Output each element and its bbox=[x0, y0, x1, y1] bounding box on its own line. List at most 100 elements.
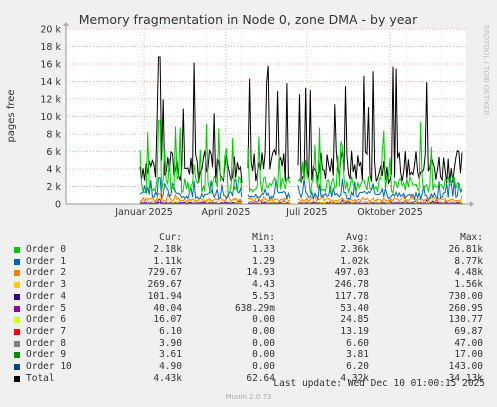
legend-value-avg: 497.03 bbox=[334, 267, 369, 279]
legend-value-cur: 4.43k bbox=[153, 372, 182, 384]
legend-series-name: Order 2 bbox=[26, 267, 67, 279]
series-line-order-3 bbox=[297, 197, 463, 204]
legend-value-avg: 6.20 bbox=[346, 361, 369, 372]
legend-swatch bbox=[14, 375, 20, 382]
legend-row: Order 9 3.61 0.00 3.81 17.00 bbox=[0, 349, 497, 361]
legend-value-min: 0.00 bbox=[252, 349, 275, 361]
x-tick-label: Juli 2025 bbox=[285, 207, 327, 218]
legend-value-max: 130.77 bbox=[448, 314, 483, 326]
last-update: Last update: Wed Dec 10 01:00:15 2025 bbox=[273, 378, 485, 389]
legend-series-name: Order 8 bbox=[26, 337, 67, 349]
series-line-order-0 bbox=[139, 120, 243, 195]
legend-row: Order 4 101.94 5.53 117.78 730.00 bbox=[0, 291, 497, 303]
legend-value-min: 0.00 bbox=[252, 361, 275, 372]
legend-value-max: 143.00 bbox=[448, 361, 483, 372]
grid bbox=[66, 28, 466, 205]
legend-value-avg: 2.36k bbox=[340, 244, 369, 255]
legend-value-min: 62.64 bbox=[246, 372, 275, 384]
legend-value-min: 0.00 bbox=[252, 314, 275, 326]
series-line-order-1 bbox=[297, 178, 463, 201]
legend-value-max: 69.87 bbox=[454, 325, 483, 337]
x-axis-arrow bbox=[470, 201, 474, 207]
legend-value-cur: 40.04 bbox=[153, 302, 182, 314]
legend-header: Cur: Min: Avg: Max: bbox=[0, 232, 497, 244]
series-line-total bbox=[247, 65, 291, 182]
legend-value-cur: 3.90 bbox=[159, 337, 182, 349]
legend-value-cur: 6.10 bbox=[159, 325, 182, 337]
legend-swatch bbox=[14, 364, 20, 370]
y-tick-label: 10 k bbox=[40, 112, 61, 123]
y-tick-label: 4 k bbox=[46, 165, 61, 176]
legend-value-avg: 24.85 bbox=[340, 314, 369, 326]
legend-value-max: 1.56k bbox=[454, 279, 483, 291]
legend-series-name: Total bbox=[26, 372, 55, 384]
legend-row: Order 2 729.67 14.93 497.03 4.48k bbox=[0, 267, 497, 279]
y-tick-label: 0 bbox=[55, 200, 61, 211]
legend-series-name: Order 5 bbox=[26, 302, 67, 314]
legend-series-name: Order 4 bbox=[26, 290, 67, 302]
legend-swatch bbox=[14, 317, 20, 324]
y-axis-arrow bbox=[63, 22, 69, 26]
legend-value-cur: 269.67 bbox=[147, 279, 182, 291]
legend-swatch bbox=[14, 282, 20, 289]
legend-value-min: 5.53 bbox=[252, 290, 275, 302]
legend-value-min: 4.43 bbox=[252, 279, 275, 291]
y-tick-label: 14 k bbox=[40, 77, 61, 88]
legend-value-avg: 3.81 bbox=[346, 349, 369, 361]
x-tick-label: Oktober 2025 bbox=[357, 207, 423, 218]
legend-row: Order 0 2.18k 1.33 2.36k 26.81k bbox=[0, 244, 497, 256]
series-line-order-4 bbox=[139, 199, 243, 205]
legend-header-min: Min: bbox=[252, 232, 275, 243]
legend-series-name: Order 7 bbox=[26, 325, 67, 337]
legend-swatch bbox=[14, 352, 20, 359]
y-tick-label: 16 k bbox=[40, 60, 61, 71]
legend-row: Total 4.43k 62.64 4.32k 34.13k bbox=[0, 373, 497, 385]
legend-value-max: 4.48k bbox=[454, 267, 483, 279]
y-tick-labels: 0 2 k 4 k 6 k 8 k 10 k 12 k 14 k 16 k 18 k 20 k bbox=[40, 25, 61, 211]
legend-value-max: 8.77k bbox=[454, 255, 483, 267]
legend-value-avg: 13.19 bbox=[340, 325, 369, 337]
series-line-order-2 bbox=[297, 192, 463, 203]
series-line-order-2 bbox=[139, 192, 243, 203]
legend-swatch bbox=[14, 258, 20, 265]
y-tick-label: 12 k bbox=[40, 95, 61, 106]
legend-swatch bbox=[14, 293, 20, 300]
series-line-order-0 bbox=[247, 136, 291, 193]
legend-value-cur: 16.07 bbox=[153, 314, 182, 326]
legend-series-name: Order 6 bbox=[26, 314, 67, 326]
legend-value-max: 47.00 bbox=[454, 337, 483, 349]
legend-value-avg: 6.60 bbox=[346, 337, 369, 349]
rrdtool-credit: RRDTOOL / TOBI OETIKER bbox=[482, 25, 490, 115]
legend-value-max: 17.00 bbox=[454, 349, 483, 361]
legend-value-min: 0.00 bbox=[252, 325, 275, 337]
legend-swatch bbox=[14, 247, 20, 253]
legend-series-name: Order 3 bbox=[26, 279, 67, 291]
legend-series-name: Order 1 bbox=[26, 255, 67, 267]
legend-value-avg: 246.78 bbox=[334, 279, 369, 291]
legend-row: Order 3 269.67 4.43 246.78 1.56k bbox=[0, 279, 497, 291]
legend-value-cur: 4.90 bbox=[159, 361, 182, 372]
series-line-total bbox=[297, 66, 463, 186]
legend-value-max: 730.00 bbox=[448, 290, 483, 302]
y-tick-label: 6 k bbox=[46, 147, 61, 158]
chart-title: Memory fragmentation in Node 0, zone DMA… bbox=[79, 12, 418, 27]
series-line-order-3 bbox=[247, 198, 291, 204]
legend-row: Order 8 3.90 0.00 6.60 47.00 bbox=[0, 338, 497, 350]
legend-value-min: 14.93 bbox=[246, 267, 275, 279]
legend-value-max: 34.13k bbox=[448, 372, 483, 384]
legend-row: Order 7 6.10 0.00 13.19 69.87 bbox=[0, 326, 497, 338]
x-tick-label: Januar 2025 bbox=[114, 207, 173, 218]
y-tick-label: 8 k bbox=[46, 130, 61, 141]
y-tick-label: 18 k bbox=[40, 42, 61, 53]
series-line-order-4 bbox=[297, 198, 463, 205]
legend-swatch bbox=[14, 340, 20, 347]
legend-value-min: 638.29m bbox=[234, 302, 275, 314]
legend-value-avg: 4.32k bbox=[340, 372, 369, 384]
munin-version: Munin 2.0.73 bbox=[225, 393, 272, 401]
y-axis-label: pages free bbox=[6, 89, 17, 142]
legend-series-name: Order 0 bbox=[26, 244, 67, 255]
legend-value-min: 1.33 bbox=[252, 244, 275, 255]
legend-value-max: 26.81k bbox=[448, 244, 483, 255]
legend-value-min: 0.00 bbox=[252, 337, 275, 349]
legend-value-avg: 117.78 bbox=[334, 290, 369, 302]
